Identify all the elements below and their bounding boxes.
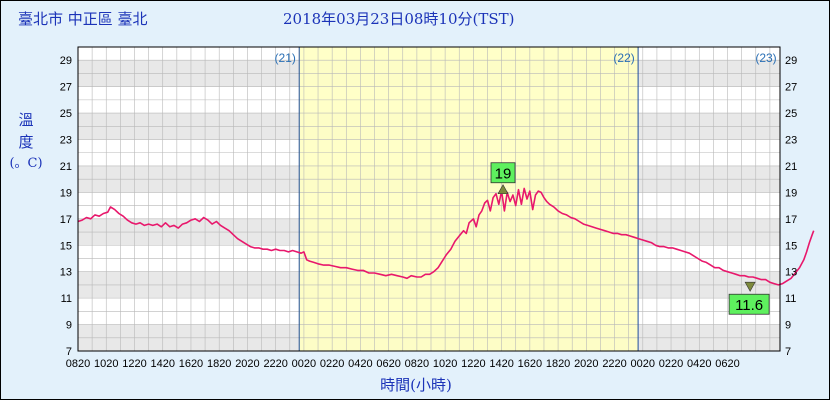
- x-tick-label: 1220: [122, 358, 146, 370]
- y-tick-label-left: 7: [66, 346, 72, 358]
- x-tick-label: 1620: [518, 358, 542, 370]
- x-tick-label: 0620: [715, 358, 739, 370]
- x-tick-label: 0220: [659, 358, 683, 370]
- day-marker-label: (23): [755, 51, 776, 65]
- max-marker-icon: [497, 184, 509, 195]
- location-title: 臺北市 中正區 臺北: [18, 10, 148, 28]
- x-tick-label: 0420: [348, 358, 372, 370]
- annotations: 19 11.6: [490, 162, 770, 315]
- x-tick-label: 2220: [602, 358, 626, 370]
- x-tick-label: 1020: [94, 358, 118, 370]
- x-tick-label: 0820: [66, 358, 90, 370]
- y-tick-label-right: 7: [785, 346, 791, 358]
- y-tick-label-right: 25: [785, 108, 797, 120]
- y-tick-label-right: 19: [785, 187, 797, 199]
- min-marker-icon: [744, 281, 756, 292]
- y-tick-label-left: 11: [61, 293, 72, 305]
- y-tick-label-left: 9: [66, 320, 72, 332]
- night-highlight: [299, 47, 639, 351]
- y-tick-label-left: 29: [60, 55, 72, 67]
- max-label-box: [490, 162, 516, 184]
- x-tick-label: 2220: [263, 358, 287, 370]
- y-tick-label-left: 25: [60, 108, 72, 120]
- x-tick-label: 1820: [207, 358, 231, 370]
- x-axis-label: 時間(小時): [380, 376, 452, 394]
- x-tick-label: 0220: [320, 358, 344, 370]
- y-axis-label: 溫 度 (。C): [9, 109, 43, 175]
- y-tick-label-right: 15: [785, 240, 797, 252]
- x-tick-label: 0420: [687, 358, 711, 370]
- x-tick-label: 1220: [461, 358, 485, 370]
- grid-lines: [77, 46, 780, 352]
- x-tick-label: 2020: [235, 358, 259, 370]
- y-tick-label-left: 19: [60, 187, 72, 199]
- y-tick-label-left: 27: [60, 82, 72, 94]
- y-tick-label-left: 23: [60, 135, 72, 147]
- min-value-label: 11.6: [735, 297, 763, 314]
- y-tick-label-left: 21: [60, 161, 72, 173]
- observation-time: 2018年03月23日08時10分(TST): [283, 10, 515, 28]
- day-marker-label: (21): [275, 51, 296, 65]
- x-tick-label: 1420: [150, 358, 174, 370]
- x-tick-label: 0620: [376, 358, 400, 370]
- y-tick-label-right: 23: [785, 135, 797, 147]
- y-tick-label-right: 17: [785, 214, 797, 226]
- x-tick-label: 1420: [489, 358, 513, 370]
- day-marker-label: (22): [613, 51, 634, 65]
- max-value-label: 19: [495, 166, 512, 183]
- x-tick-label: 0020: [631, 358, 655, 370]
- y-tick-label-right: 9: [785, 320, 791, 332]
- day-dividers: (21) (22) (23): [275, 47, 777, 351]
- y-tick-label-right: 21: [785, 161, 797, 173]
- y-tick-label-right: 13: [785, 267, 797, 279]
- y-axis-label-char-2: 度: [18, 133, 34, 151]
- temperature-series-line: [77, 187, 815, 286]
- x-tick-label: 1620: [179, 358, 203, 370]
- min-label-box: [728, 293, 770, 315]
- x-tick-label: 2020: [574, 358, 598, 370]
- x-tick-label: 1020: [433, 358, 457, 370]
- x-tick-label: 0820: [405, 358, 429, 370]
- y-tick-label-right: 11: [785, 293, 796, 305]
- y-tick-label-right: 29: [785, 55, 797, 67]
- y-tick-label-left: 15: [60, 240, 72, 252]
- y-tick-label-right: 27: [785, 82, 797, 94]
- plot-border: [77, 46, 781, 352]
- y-tick-label-left: 13: [60, 267, 72, 279]
- x-tick-label: 0020: [292, 358, 316, 370]
- tick-labels: 7 7 9 9 11 11 13 13 15 15 17 17 19 19 21 21 23 23 25 25 27 27…: [60, 55, 798, 370]
- y-axis-label-char-1: 溫: [18, 111, 34, 129]
- y-tick-label-left: 17: [60, 214, 72, 226]
- series-layer: [77, 187, 815, 286]
- day-highlight-region: [299, 47, 639, 351]
- y-axis-unit: (。C): [9, 156, 43, 171]
- x-tick-label: 1820: [546, 358, 570, 370]
